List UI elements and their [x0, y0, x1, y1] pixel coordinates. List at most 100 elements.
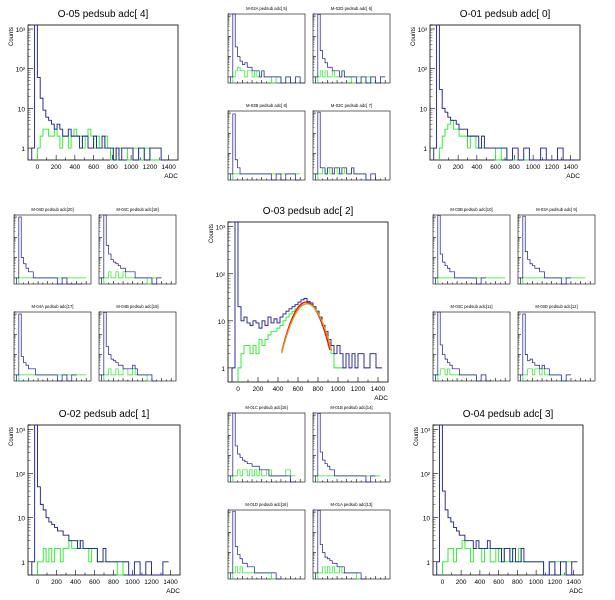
chart-title: O-02 pedsub adc[ 1] [59, 409, 150, 420]
blue-series-line [31, 24, 167, 161]
y-tick-label: 10 [18, 106, 26, 113]
blue-series-line [231, 221, 382, 382]
y-axis-label: Counts [209, 224, 215, 243]
x-tick-label: 400 [471, 164, 482, 171]
panel-m-02b: M-02B pedsub adc[ 8] [227, 103, 306, 181]
y-axis-label: Counts [9, 27, 15, 46]
plot-frame [27, 424, 181, 576]
chart-title: M-04D pedsub adc[20] [31, 207, 73, 212]
x-tick-label: 600 [88, 164, 99, 171]
blue-series-line [435, 215, 486, 285]
y-tick-label: 10³ [421, 427, 431, 434]
orange-fit-curve [281, 303, 333, 354]
x-tick-label: 200 [453, 164, 464, 171]
blue-series-line [31, 424, 169, 576]
plot-frame [227, 13, 306, 84]
x-tick-label: 1000 [124, 164, 139, 171]
plot-frame [429, 24, 581, 161]
x-tick-label: 800 [107, 164, 118, 171]
x-tick-label: 1200 [143, 164, 158, 171]
plot-frame [312, 412, 391, 483]
y-tick-label: 10² [16, 472, 26, 479]
chart-title: O-05 pedsub adc[ 4] [58, 9, 149, 20]
chart-title: M-04A pedsub adc[17] [32, 304, 74, 309]
x-tick-label: 800 [512, 579, 523, 586]
chart-title: M-01B pedsub adc[14] [330, 405, 372, 410]
y-tick-label: 10 [218, 319, 226, 326]
y-tick-label: 10 [18, 516, 26, 523]
y-tick-label: 10² [216, 272, 226, 279]
plot-frame [517, 311, 596, 382]
x-tick-label: 400 [69, 164, 80, 171]
chart-title: M-03A pedsub adc[ 9] [536, 207, 577, 212]
plot-frame [312, 13, 391, 84]
chart-title: M-01C pedsub adc[15] [245, 405, 287, 410]
x-tick-label: 0 [36, 164, 40, 171]
panel-m-03c: M-03C pedsub adc[11] [432, 304, 511, 382]
panel-m-01a: M-01A pedsub adc[13] [312, 502, 391, 580]
panel-m-04b: M-04B pedsub adc[19] [98, 304, 177, 382]
x-tick-label: 600 [493, 579, 504, 586]
panel-o-04: O-04 pedsub adc[ 3] 1 10 10² 10³ 0 200 400 600 80… [414, 409, 584, 595]
x-tick-label: 1400 [563, 164, 578, 171]
x-tick-label: 0 [441, 579, 445, 586]
x-axis-label: ADC [166, 588, 180, 595]
plot-frame [432, 424, 584, 576]
panel-m-04a: M-04A pedsub adc[17] [13, 304, 92, 382]
x-tick-label: 1200 [144, 579, 159, 586]
chart-title: M-03B pedsub adc[10] [450, 207, 492, 212]
y-tick-label: 1 [21, 560, 25, 567]
blue-series-line [435, 311, 491, 382]
y-tick-label: 10² [16, 67, 26, 74]
panel-m-03b: M-03B pedsub adc[10] [432, 207, 511, 285]
x-tick-label: 1200 [548, 579, 563, 586]
blue-series-line [315, 413, 376, 483]
x-tick-label: 1400 [566, 579, 581, 586]
chart-title: M-01D pedsub adc[16] [245, 502, 287, 507]
chart-title: M-02D pedsub adc[ 6] [331, 6, 372, 11]
x-tick-label: 1400 [371, 386, 386, 393]
x-axis-label: ADC [374, 395, 388, 402]
x-tick-label: 600 [293, 386, 304, 393]
plot-frame [13, 214, 92, 285]
panel-m-02d: M-02D pedsub adc[ 6] [312, 6, 391, 84]
green-series-line [438, 119, 535, 161]
x-axis-label: ADC [566, 173, 580, 180]
y-tick-label: 10³ [16, 27, 26, 34]
panel-m-01c: M-01C pedsub adc[15] [227, 405, 306, 483]
y-axis-label: Counts [9, 427, 15, 446]
chart-title: M-02B pedsub adc[ 8] [246, 103, 287, 108]
x-tick-label: 0 [36, 579, 40, 586]
x-tick-label: 1000 [331, 386, 346, 393]
panel-o-03: O-03 pedsub adc[ 2] 1 10 10² 10³ 0 200 400 600 80… [209, 206, 389, 402]
blue-series-line [520, 313, 571, 382]
x-axis-label: ADC [164, 173, 178, 180]
x-tick-label: 400 [474, 579, 485, 586]
y-tick-label: 1 [423, 146, 427, 153]
chart-title: M-02C pedsub adc[ 7] [331, 103, 372, 108]
x-tick-label: 1400 [161, 164, 176, 171]
green-series-line [441, 540, 572, 576]
panel-o-02: O-02 pedsub adc[ 1] 1 10 10² 10³ 0 200 400 600 80… [9, 409, 181, 595]
x-tick-label: 200 [253, 386, 264, 393]
x-tick-label: 1400 [163, 579, 178, 586]
x-tick-label: 800 [108, 579, 119, 586]
blue-series-line [101, 312, 157, 382]
x-tick-label: 200 [456, 579, 467, 586]
blue-series-line [230, 412, 296, 483]
x-tick-label: 0 [236, 386, 240, 393]
blue-series-line [315, 510, 366, 580]
y-tick-label: 1 [221, 366, 225, 373]
panel-o-01: O-01 pedsub adc[ 0] 1 10 10² 10³ 0 200 400 600 80… [411, 9, 581, 180]
x-tick-label: 0 [438, 164, 442, 171]
y-tick-label: 10³ [16, 427, 26, 434]
x-tick-label: 1200 [351, 386, 366, 393]
x-tick-label: 200 [51, 579, 62, 586]
blue-series-line [436, 424, 578, 576]
blue-series-line [230, 113, 301, 181]
y-axis-label: Counts [411, 27, 417, 46]
blue-series-line [16, 313, 77, 382]
x-tick-label: 800 [313, 386, 324, 393]
y-tick-label: 10² [418, 67, 428, 74]
